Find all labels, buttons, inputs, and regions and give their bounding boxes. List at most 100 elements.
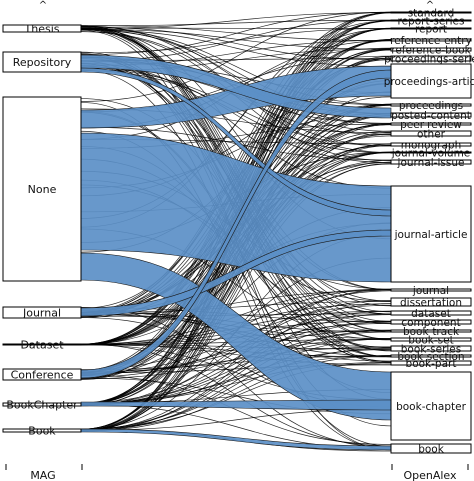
left-node-label-thesis: Thesis xyxy=(24,23,60,36)
flow-line-thesis-standard xyxy=(80,12,392,29)
right-node-label-book-section: book-section xyxy=(397,351,464,363)
left-node-label-dataset: Dataset xyxy=(20,339,64,352)
left-node-label-journal: Journal xyxy=(22,307,61,320)
flow-line-repository-standard xyxy=(80,11,392,56)
right-node-label-dataset: dataset xyxy=(411,308,451,320)
right-node-label-book-chapter: book-chapter xyxy=(396,401,466,413)
right-node-label-journal-issue: journal-issue xyxy=(397,157,465,169)
flow-line-none-standard xyxy=(80,11,392,102)
right-node-dissertation xyxy=(390,297,472,307)
right-node-label-book-track: book-track xyxy=(403,326,460,338)
right-node-dataset xyxy=(390,310,472,316)
flow-line-repository-journal-issue xyxy=(80,66,392,163)
right-node-reference-book xyxy=(390,47,472,52)
right-node-label-monograph: monograph xyxy=(401,140,461,152)
right-node-label-journal: journal xyxy=(412,285,449,297)
right-node-label-journal-volume: journal-volume xyxy=(391,148,471,160)
left-node-dataset xyxy=(2,343,82,346)
flow-line-book-book-track xyxy=(80,329,392,432)
flow-line-bookchapter-book-part xyxy=(80,361,392,404)
flow-line-bookchapter-dissertation xyxy=(80,300,392,404)
right-node-label-report-series: report-series xyxy=(398,16,465,28)
right-node-label-component: component xyxy=(401,317,460,329)
left-node-label-repository: Repository xyxy=(13,56,72,69)
right-node-book-series xyxy=(390,345,472,352)
right-node-component xyxy=(390,319,472,325)
right-node-label-book-series: book-series xyxy=(401,344,461,356)
flow-line-book-proceedings xyxy=(80,104,392,431)
left-node-thesis xyxy=(2,24,82,33)
right-node-label-standard: standard xyxy=(408,8,455,20)
left-node-bookchapter xyxy=(2,402,82,407)
left-node-label-book: Book xyxy=(28,425,56,438)
flow-line-book-book-series xyxy=(80,347,392,430)
right-node-label-proceedings: proceedings xyxy=(399,100,463,112)
right-node-book-chapter xyxy=(390,371,472,441)
right-caret: ^ xyxy=(426,0,434,11)
flow-line-book-journal xyxy=(80,289,392,431)
right-node-label-proceedings-series: proceedings-serie xyxy=(384,54,474,66)
right-node-label-report: report xyxy=(415,24,447,36)
flow-line-conference-book-part xyxy=(80,364,392,374)
right-node-proceedings-series xyxy=(390,55,472,62)
right-node-posted-content xyxy=(390,112,472,118)
right-node-label-book: book xyxy=(418,444,445,456)
left-node-repository xyxy=(2,51,82,73)
right-node-label-other: other xyxy=(417,129,446,141)
flow-band-book-book xyxy=(80,428,392,451)
axis-label-mag: MAG xyxy=(30,469,55,481)
right-node-peer-review xyxy=(390,122,472,126)
right-node-label-posted-content: posted-content xyxy=(391,110,471,122)
right-node-label-proceedings-article: proceedings-articl xyxy=(384,76,474,88)
left-node-label-conference: Conference xyxy=(11,369,74,382)
left-node-label-bookchapter: BookChapter xyxy=(6,399,78,412)
flow-line-book-book-section xyxy=(80,355,392,432)
axis: MAG OpenAlex ^ ^ xyxy=(5,0,469,481)
right-node-reference-entry xyxy=(390,38,472,42)
flow-line-thesis-report-series xyxy=(80,19,392,27)
flow-line-book-component xyxy=(80,321,392,430)
flow-bands xyxy=(80,54,392,451)
right-node-journal-article xyxy=(390,185,472,283)
right-node-report-series xyxy=(390,19,472,22)
flow-line-thesis-reference-book xyxy=(80,28,392,50)
right-node-book-track xyxy=(390,329,472,333)
right-node-label-journal-article: journal-article xyxy=(394,229,468,241)
right-node-column: standardreport-seriesreportreference-ent… xyxy=(384,8,474,456)
flow-line-conference-book xyxy=(80,374,392,445)
right-node-journal-volume xyxy=(390,151,472,154)
axis-label-openalex: OpenAlex xyxy=(403,469,457,481)
right-node-monograph xyxy=(390,142,472,147)
flow-line-conference-book-section xyxy=(80,355,392,370)
flow-line-bookchapter-book-section xyxy=(80,355,392,404)
right-node-standard xyxy=(390,11,472,14)
right-node-other xyxy=(390,130,472,137)
right-node-label-book-part: book-part xyxy=(406,358,457,370)
left-caret: ^ xyxy=(39,0,47,11)
left-node-conference xyxy=(2,368,82,381)
right-node-report xyxy=(390,27,472,30)
flow-line-book-journal-issue xyxy=(80,163,392,431)
right-node-journal xyxy=(390,288,472,292)
right-node-book xyxy=(390,443,472,454)
right-node-label-reference-book: reference-book xyxy=(391,45,471,57)
right-node-book-set xyxy=(390,337,472,342)
flow-line-book-peer-review xyxy=(80,124,392,431)
left-node-book xyxy=(2,428,82,433)
left-node-label-none: None xyxy=(28,183,57,196)
flow-line-conference-book-set xyxy=(80,338,392,380)
right-node-label-book-set: book-set xyxy=(408,335,453,347)
flow-line-book-other xyxy=(80,131,392,431)
right-node-label-dissertation: dissertation xyxy=(400,297,462,309)
left-node-none xyxy=(2,96,82,282)
right-node-proceedings xyxy=(390,103,472,107)
left-node-journal xyxy=(2,306,82,319)
flow-line-dataset-book-part xyxy=(80,344,392,366)
right-node-label-reference-entry: reference-entry xyxy=(390,35,472,47)
right-node-proceedings-article xyxy=(390,63,472,99)
right-node-book-section xyxy=(390,354,472,358)
right-node-label-peer-review: peer-review xyxy=(400,119,462,131)
flow-line-bookchapter-journal-issue xyxy=(80,163,392,406)
flow-line-bookchapter-book-track xyxy=(80,331,392,405)
